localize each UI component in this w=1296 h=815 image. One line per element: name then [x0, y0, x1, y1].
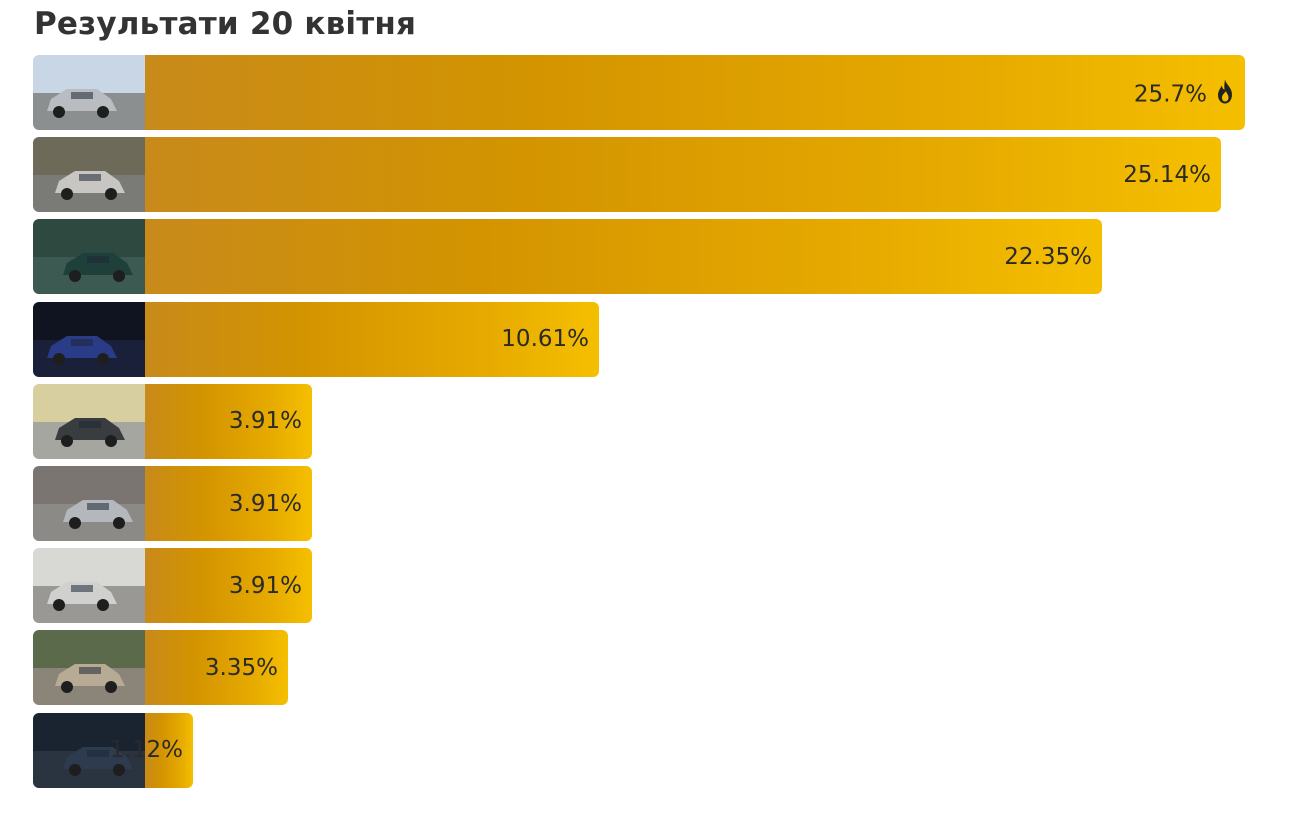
result-bar: 25.7%	[145, 55, 1245, 130]
percent-text: 22.35%	[1004, 243, 1092, 270]
result-row: 3.91%	[33, 466, 312, 541]
car-photo-image	[33, 712, 145, 788]
car-thumbnail	[33, 219, 145, 295]
percent-text: 3.91%	[228, 408, 302, 435]
percent-text: 25.7%	[1133, 81, 1207, 107]
car-thumbnail	[33, 301, 145, 377]
percent-text: 3.35%	[204, 654, 278, 681]
result-bar: 25.14%	[145, 137, 1221, 213]
percent-label: 10.61%	[501, 326, 589, 352]
result-row: 3.35%	[33, 630, 288, 706]
result-bar: 3.91%	[145, 466, 312, 541]
result-bar: 1.12%	[110, 712, 193, 788]
result-row: 3.91%	[33, 383, 312, 459]
result-bar: 10.61%	[145, 301, 599, 377]
percent-label: 3.91%	[229, 491, 302, 517]
result-row: 3.91%	[33, 548, 312, 624]
car-photo-image	[33, 219, 145, 295]
result-bar: 3.35%	[145, 630, 288, 706]
car-thumbnail	[33, 466, 145, 541]
car-photo-image	[33, 383, 145, 459]
car-thumbnail	[33, 712, 145, 788]
percent-label: 22.35%	[1004, 244, 1092, 270]
percent-label: 25.7%	[1134, 78, 1235, 107]
car-photo-image	[33, 137, 145, 213]
car-photo-image	[33, 301, 145, 377]
car-thumbnail	[33, 383, 145, 459]
car-thumbnail	[33, 55, 145, 130]
car-photo-image	[33, 630, 145, 706]
percent-text: 3.91%	[228, 490, 302, 517]
percent-label: 1.12%	[110, 737, 183, 763]
chart-title: Результати 20 квітня	[34, 6, 417, 42]
result-row: 22.35%	[33, 219, 1102, 295]
percent-text: 1.12%	[109, 737, 183, 764]
result-bar: 3.91%	[145, 383, 312, 459]
percent-label: 3.91%	[229, 573, 302, 599]
percent-text: 25.14%	[1123, 161, 1211, 188]
result-row: 25.14%	[33, 137, 1221, 213]
percent-text: 3.91%	[228, 572, 302, 599]
car-photo-image	[33, 548, 145, 624]
bar-chart: 25.7% 25.14% 22.35% 10.61% 3.91% 3.91% 3.91% 3.…	[33, 55, 1245, 790]
result-row: 25.7%	[33, 55, 1245, 130]
result-bar: 3.91%	[145, 548, 312, 624]
result-bar: 22.35%	[145, 219, 1102, 295]
car-thumbnail	[33, 548, 145, 624]
percent-text: 10.61%	[501, 326, 589, 353]
car-thumbnail	[33, 630, 145, 706]
fire-icon	[1218, 79, 1232, 103]
car-photo-image	[33, 466, 145, 541]
result-row: 1.12%	[33, 712, 193, 788]
car-photo-image	[33, 55, 145, 130]
percent-label: 3.35%	[205, 655, 278, 681]
car-thumbnail	[33, 137, 145, 213]
result-row: 10.61%	[33, 301, 599, 377]
percent-label: 25.14%	[1123, 162, 1211, 188]
percent-label: 3.91%	[229, 408, 302, 434]
